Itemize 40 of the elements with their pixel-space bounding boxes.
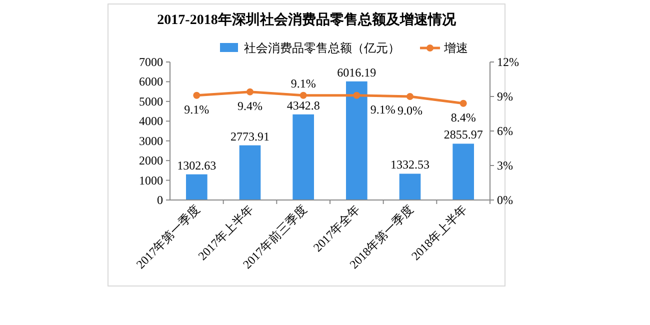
data-label: 2773.91 [230, 129, 270, 144]
point [193, 92, 200, 99]
y-tick-label: 1000 [139, 173, 163, 188]
y-tick-label: 2000 [139, 154, 163, 168]
y-tick-label: 4000 [139, 114, 163, 128]
point [300, 92, 307, 99]
legend-label: 社会消费品零售总额（亿元） [244, 41, 400, 55]
y-tick-label: 5000 [139, 94, 163, 108]
point [460, 100, 467, 107]
data-label: 1302.63 [177, 158, 216, 172]
y-tick-label: 6000 [139, 74, 163, 89]
y-tick-label: 7000 [139, 55, 163, 69]
point [406, 93, 414, 100]
y-tick-label: 3000 [139, 134, 163, 148]
chart-title: 2017-2018年深圳社会消费品零售总额及增速情况 [157, 11, 457, 28]
point [246, 88, 254, 96]
bar [239, 145, 261, 200]
data-label: 9.0% [398, 104, 422, 118]
bar [452, 144, 474, 200]
y2-tick-label: 0% [497, 193, 513, 207]
bar [399, 174, 421, 200]
legend-label: 增速 [443, 41, 468, 55]
data-label: 1332.53 [390, 158, 430, 172]
data-label: 9.1% [184, 102, 210, 116]
bar [346, 81, 368, 200]
y2-tick-label: 9% [497, 90, 513, 104]
y2-tick-label: 6% [497, 124, 513, 138]
y-tick-label: 0 [157, 193, 163, 207]
data-label: 9.1% [290, 76, 316, 90]
bar [186, 174, 208, 200]
y2-tick-label: 12% [497, 55, 519, 69]
data-label: 9.4% [238, 98, 262, 113]
y2-tick-label: 3% [497, 158, 513, 172]
data-label: 6016.19 [337, 65, 376, 80]
data-label: 8.4% [450, 110, 476, 124]
data-label: 9.1% [370, 102, 396, 116]
data-label: 4342.8 [286, 98, 320, 112]
data-label: 2855.97 [444, 128, 483, 142]
bar [292, 114, 314, 200]
point [353, 92, 360, 99]
